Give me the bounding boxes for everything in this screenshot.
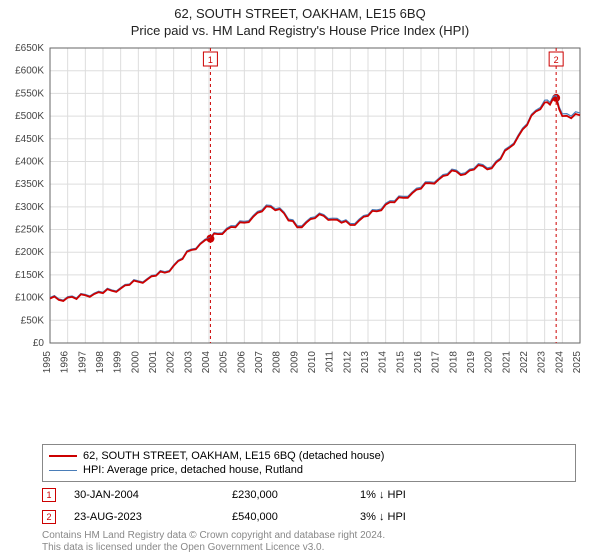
- sale-price: £230,000: [232, 489, 352, 501]
- x-tick-label: 2015: [395, 351, 406, 374]
- x-tick-label: 2000: [130, 351, 141, 374]
- legend: 62, SOUTH STREET, OAKHAM, LE15 6BQ (deta…: [42, 444, 576, 482]
- y-tick-label: £600K: [15, 66, 44, 77]
- y-tick-label: £300K: [15, 202, 44, 213]
- x-tick-label: 1996: [60, 351, 71, 374]
- y-tick-label: £0: [33, 338, 45, 349]
- x-tick-label: 2001: [148, 351, 159, 374]
- x-tick-label: 2025: [572, 351, 583, 374]
- sale-marker-icon: 1: [42, 488, 56, 502]
- x-tick-label: 2024: [554, 351, 565, 374]
- legend-label: 62, SOUTH STREET, OAKHAM, LE15 6BQ (deta…: [83, 449, 384, 463]
- x-tick-label: 2009: [289, 351, 300, 374]
- y-tick-label: £400K: [15, 156, 44, 167]
- legend-item: 62, SOUTH STREET, OAKHAM, LE15 6BQ (deta…: [49, 449, 569, 463]
- sale-delta: 1% ↓ HPI: [360, 489, 470, 501]
- title-address: 62, SOUTH STREET, OAKHAM, LE15 6BQ: [0, 6, 600, 21]
- legend-swatch: [49, 455, 77, 457]
- sale-marker-number: 2: [554, 55, 559, 65]
- x-tick-label: 2003: [183, 351, 194, 374]
- x-tick-label: 2023: [537, 351, 548, 374]
- sale-row: 1 30-JAN-2004 £230,000 1% ↓ HPI: [42, 484, 576, 506]
- y-tick-label: £650K: [15, 43, 44, 54]
- x-tick-label: 2005: [219, 351, 230, 374]
- sale-row: 2 23-AUG-2023 £540,000 3% ↓ HPI: [42, 506, 576, 528]
- x-tick-label: 2010: [307, 351, 318, 374]
- y-tick-label: £250K: [15, 225, 44, 236]
- sale-rows: 1 30-JAN-2004 £230,000 1% ↓ HPI 2 23-AUG-2023…: [42, 484, 576, 528]
- y-tick-label: £550K: [15, 88, 44, 99]
- x-tick-label: 2022: [519, 351, 530, 374]
- x-tick-label: 2002: [166, 351, 177, 374]
- x-tick-label: 2020: [484, 351, 495, 374]
- chart: £0£50K£100K£150K£200K£250K£300K£350K£400…: [50, 48, 580, 398]
- x-tick-label: 2012: [342, 351, 353, 374]
- x-tick-label: 2021: [501, 351, 512, 374]
- x-tick-label: 2014: [378, 351, 389, 374]
- sale-date: 30-JAN-2004: [74, 489, 224, 501]
- legend-label: HPI: Average price, detached house, Rutl…: [83, 463, 303, 477]
- legend-swatch: [49, 470, 77, 471]
- x-tick-label: 2007: [254, 351, 265, 374]
- x-tick-label: 2004: [201, 351, 212, 374]
- title-subtitle: Price paid vs. HM Land Registry's House …: [0, 23, 600, 38]
- chart-svg: £0£50K£100K£150K£200K£250K£300K£350K£400…: [50, 48, 580, 398]
- sale-marker-icon: 2: [42, 510, 56, 524]
- x-tick-label: 2016: [413, 351, 424, 374]
- title-block: 62, SOUTH STREET, OAKHAM, LE15 6BQ Price…: [0, 0, 600, 38]
- x-tick-label: 2008: [272, 351, 283, 374]
- sale-date: 23-AUG-2023: [74, 511, 224, 523]
- y-tick-label: £100K: [15, 293, 44, 304]
- x-tick-label: 2018: [448, 351, 459, 374]
- sale-price: £540,000: [232, 511, 352, 523]
- y-tick-label: £450K: [15, 134, 44, 145]
- sale-marker-number: 1: [208, 55, 213, 65]
- x-tick-label: 1995: [42, 351, 53, 374]
- y-tick-label: £500K: [15, 111, 44, 122]
- attribution-line1: Contains HM Land Registry data © Crown c…: [42, 530, 576, 542]
- y-tick-label: £200K: [15, 247, 44, 258]
- x-tick-label: 1998: [95, 351, 106, 374]
- x-tick-label: 2013: [360, 351, 371, 374]
- legend-item: HPI: Average price, detached house, Rutl…: [49, 463, 569, 477]
- sale-delta: 3% ↓ HPI: [360, 511, 470, 523]
- attribution: Contains HM Land Registry data © Crown c…: [42, 530, 576, 554]
- y-tick-label: £150K: [15, 270, 44, 281]
- x-tick-label: 2017: [431, 351, 442, 374]
- y-tick-label: £350K: [15, 179, 44, 190]
- x-tick-label: 2019: [466, 351, 477, 374]
- x-tick-label: 2006: [236, 351, 247, 374]
- attribution-line2: This data is licensed under the Open Gov…: [42, 542, 576, 554]
- x-tick-label: 1997: [77, 351, 88, 374]
- x-tick-label: 2011: [325, 351, 336, 373]
- x-tick-label: 1999: [113, 351, 124, 374]
- y-tick-label: £50K: [21, 315, 45, 326]
